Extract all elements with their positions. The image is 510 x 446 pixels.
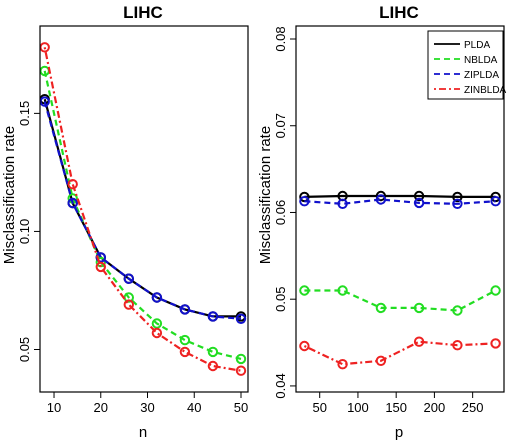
right-y-tick-label: 0.08 xyxy=(273,26,288,51)
left-data-point-ziplda xyxy=(123,273,135,284)
right-x-tick-label: 200 xyxy=(424,400,446,415)
legend-label-nblda: NBLDA xyxy=(464,55,498,66)
right-data-point-plda xyxy=(490,191,501,203)
right-data-point-nblda xyxy=(490,285,501,296)
legend-label-zinblda: ZINBLDA xyxy=(464,85,507,96)
left-y-tick-label: 0.05 xyxy=(17,337,32,362)
left-series-line-ziplda xyxy=(43,101,242,320)
right-y-axis-label: Misclassification rate xyxy=(257,126,274,264)
left-data-point-zinblda xyxy=(235,365,247,376)
right-data-point-zinblda xyxy=(337,359,348,370)
right-x-tick-label: 100 xyxy=(347,400,369,415)
right-plot-frame xyxy=(295,25,505,393)
left-y-tick-label: 0.10 xyxy=(17,219,32,244)
right-data-point-zinblda xyxy=(490,338,501,349)
right-plot-series xyxy=(299,190,501,370)
left-chart-title: LIHC xyxy=(123,3,163,22)
left-data-point-zinblda xyxy=(207,360,219,372)
right-data-point-nblda xyxy=(452,305,463,316)
right-data-point-zinblda xyxy=(299,340,310,352)
left-data-point-zinblda xyxy=(67,179,78,190)
left-data-point-ziplda xyxy=(235,313,247,324)
left-data-point-ziplda xyxy=(179,304,191,315)
right-x-tick-label: 150 xyxy=(385,400,407,415)
left-x-tick-label: 20 xyxy=(94,400,108,415)
right-y-ticks: 0.04 0.05 0.06 0.07 0.08 xyxy=(273,26,296,399)
right-x-tick-label: 50 xyxy=(312,400,326,415)
left-plot-series xyxy=(39,42,247,376)
left-x-tick-label: 30 xyxy=(140,400,154,415)
left-x-ticks: 10 20 30 40 50 xyxy=(47,392,248,415)
right-data-point-ziplda xyxy=(490,196,501,207)
right-data-point-nblda xyxy=(299,285,310,296)
left-x-tick-label: 10 xyxy=(47,400,61,415)
left-plot-frame xyxy=(39,25,249,393)
left-data-point-nblda xyxy=(179,334,191,346)
right-data-point-plda xyxy=(413,190,425,202)
left-data-point-nblda xyxy=(235,353,247,365)
right-y-tick-label: 0.07 xyxy=(273,113,288,138)
right-series-line-plda xyxy=(304,194,496,198)
right-data-point-nblda xyxy=(337,285,348,296)
left-x-tick-label: 50 xyxy=(234,400,248,415)
right-chart-title: LIHC xyxy=(379,3,419,22)
left-data-point-zinblda xyxy=(151,327,163,339)
right-data-point-ziplda xyxy=(299,196,310,207)
right-data-point-plda xyxy=(375,190,387,202)
right-series-line-zinblda xyxy=(303,340,496,366)
right-data-point-nblda xyxy=(413,302,425,314)
right-x-ticks: 50 100 150 200 250 xyxy=(312,392,483,415)
right-data-point-ziplda xyxy=(337,198,348,210)
panel-right: LIHC Misclassification rate p 50 100 150 20… xyxy=(257,3,507,441)
right-data-point-plda xyxy=(299,191,310,203)
legend-label-ziplda: ZIPLDA xyxy=(464,70,499,81)
left-data-point-ziplda xyxy=(151,292,163,303)
right-data-point-ziplda xyxy=(452,198,463,210)
right-series-line-nblda xyxy=(304,289,497,312)
right-data-point-ziplda xyxy=(375,194,387,205)
left-data-point-nblda xyxy=(151,318,163,329)
left-data-point-nblda xyxy=(207,346,219,358)
right-data-point-ziplda xyxy=(413,197,425,209)
panel-left: LIHC Misclassification rate n 10 20 30 40 50… xyxy=(1,3,249,441)
right-data-point-plda xyxy=(452,191,463,203)
left-data-point-zinblda xyxy=(95,261,107,273)
right-x-axis-label: p xyxy=(395,424,403,441)
right-data-point-nblda xyxy=(375,302,387,314)
left-data-point-ziplda xyxy=(207,311,219,322)
left-y-tick-label: 0.15 xyxy=(17,101,32,126)
right-y-tick-label: 0.05 xyxy=(273,287,288,312)
left-data-point-zinblda xyxy=(123,299,135,310)
left-y-axis-label: Misclassification rate xyxy=(1,126,18,264)
legend: PLDA NBLDA ZIPLDA ZINBLDA xyxy=(427,30,507,100)
right-data-point-zinblda xyxy=(413,336,425,347)
left-series-line-zinblda xyxy=(43,47,242,372)
left-y-ticks: 0.05 0.10 0.15 xyxy=(17,101,40,362)
legend-label-plda: PLDA xyxy=(464,40,490,51)
left-x-tick-label: 40 xyxy=(187,400,201,415)
right-data-point-zinblda xyxy=(375,355,387,366)
left-data-point-zinblda xyxy=(179,346,191,358)
right-y-tick-label: 0.04 xyxy=(273,373,288,398)
legend-box xyxy=(427,30,504,100)
right-series-line-ziplda xyxy=(304,198,496,205)
left-x-axis-label: n xyxy=(139,424,147,441)
right-y-tick-label: 0.06 xyxy=(273,200,288,225)
right-data-point-zinblda xyxy=(452,340,463,351)
right-x-tick-label: 250 xyxy=(462,400,484,415)
left-data-point-ziplda xyxy=(67,197,78,209)
